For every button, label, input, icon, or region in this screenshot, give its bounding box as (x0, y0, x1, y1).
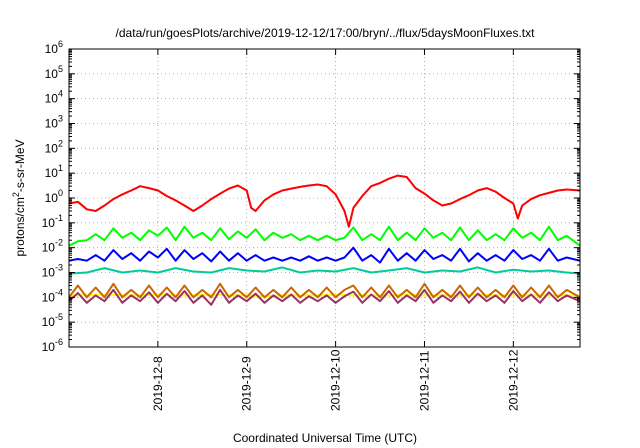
x-tick-label: 2019-12-10 (329, 349, 343, 411)
series-line-3 (68, 246, 581, 264)
x-axis-label: Coordinated Universal Time (UTC) (233, 431, 417, 445)
series-line-5 (68, 282, 581, 299)
chart-title: /data/run/goesPlots/archive/2019-12-12/1… (116, 26, 536, 40)
x-tick-label: 2019-12-12 (506, 349, 520, 411)
y-tick-label: 106 (45, 39, 63, 56)
y-axis-label-base: protons/cm (13, 197, 27, 256)
series-line-6 (68, 288, 581, 306)
y-tick-label: 10-4 (42, 287, 63, 304)
y-tick-label: 10-1 (42, 213, 63, 230)
axis-ticks (69, 48, 580, 348)
y-tick-label: 10-6 (42, 337, 63, 354)
y-tick-label: 10-2 (42, 238, 63, 255)
y-axis-label: protons/cm2-s-sr-MeV (11, 139, 27, 256)
y-tick-label: 104 (45, 89, 63, 106)
x-tick-labels: 2019-12-8 2019-12-9 2019-12-10 2019-12-11 20… (151, 349, 520, 411)
y-tick-label: 105 (45, 64, 63, 81)
y-tick-label: 102 (45, 138, 63, 155)
y-tick-label: 10-5 (42, 312, 63, 329)
y-tick-label: 10-3 (42, 263, 63, 280)
series-line-7 (68, 174, 581, 228)
y-axis-label-rest: -s-sr-MeV (13, 139, 27, 192)
y-tick-label: 100 (45, 188, 63, 205)
x-tick-label: 2019-12-11 (417, 350, 431, 411)
series-line-2 (68, 266, 581, 275)
series-line-1 (68, 225, 581, 247)
y-axis-label-sup: 2 (11, 192, 21, 197)
y-tick-labels: 106 105 104 103 102 101 100 10-1 10-2 10-3 10-4 10-… (42, 39, 63, 354)
x-tick-label: 2019-12-8 (151, 356, 165, 411)
y-tick-label: 103 (45, 114, 63, 131)
series-layer (68, 174, 581, 306)
y-tick-label: 101 (45, 163, 63, 180)
x-tick-label: 2019-12-9 (240, 356, 254, 411)
